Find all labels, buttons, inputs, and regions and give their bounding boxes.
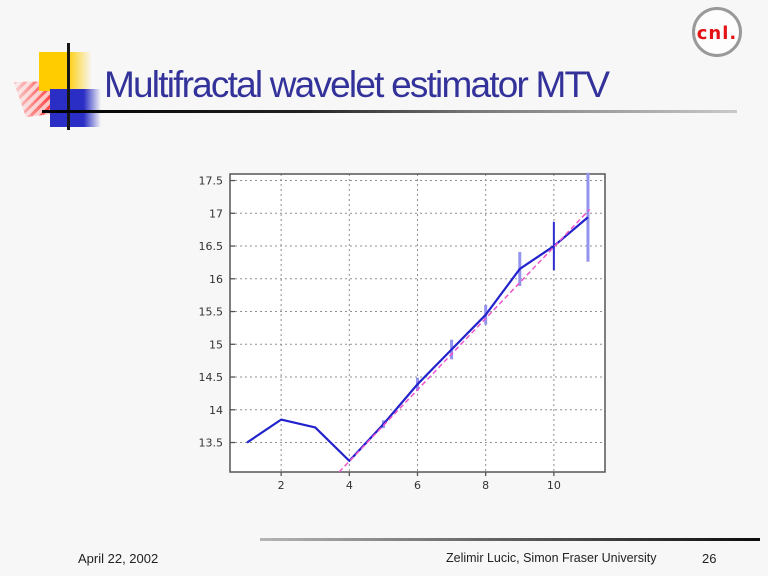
y-tick-label: 17 xyxy=(209,207,223,220)
y-tick-label: 13.5 xyxy=(199,437,224,450)
plot-area xyxy=(230,174,605,472)
x-tick-label: 4 xyxy=(346,479,353,492)
y-tick-label: 14.5 xyxy=(199,371,224,384)
data-series-line xyxy=(246,216,589,462)
cnl-logo: cnl. xyxy=(692,7,742,57)
x-tick-label: 2 xyxy=(278,479,285,492)
x-tick-label: 8 xyxy=(482,479,489,492)
decoration-blue-square xyxy=(50,89,101,127)
y-tick-label: 15 xyxy=(209,338,223,351)
footer-date: April 22, 2002 xyxy=(78,551,159,566)
footer-credit: Zelimir Lucic, Simon Fraser University xyxy=(446,551,657,565)
x-tick-label: 10 xyxy=(547,479,561,492)
mtv-estimator-chart: 13.5 14 14.5 15 15.5 16 16.5 17 17.5 2 4 6 8 10 xyxy=(199,172,606,492)
y-tick-label: 16.5 xyxy=(199,240,224,253)
y-tick-label: 14 xyxy=(209,404,223,417)
y-tick-label: 15.5 xyxy=(199,306,224,319)
footer-page-number: 26 xyxy=(702,551,717,566)
y-tick-label: 16 xyxy=(209,273,223,286)
fit-line xyxy=(338,208,591,473)
decoration-vertical-line xyxy=(67,43,70,130)
footer-rule xyxy=(260,538,760,541)
y-tick-label: 17.5 xyxy=(199,175,224,188)
cnl-logo-text: cnl. xyxy=(696,22,738,44)
title-underline xyxy=(42,110,737,113)
slide-title: Multifractal wavelet estimator MTV xyxy=(104,64,610,105)
x-tick-label: 6 xyxy=(414,479,421,492)
decoration-yellow-square xyxy=(39,52,92,91)
